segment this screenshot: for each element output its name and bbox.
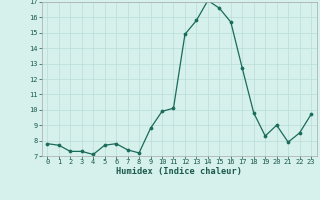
X-axis label: Humidex (Indice chaleur): Humidex (Indice chaleur) bbox=[116, 167, 242, 176]
